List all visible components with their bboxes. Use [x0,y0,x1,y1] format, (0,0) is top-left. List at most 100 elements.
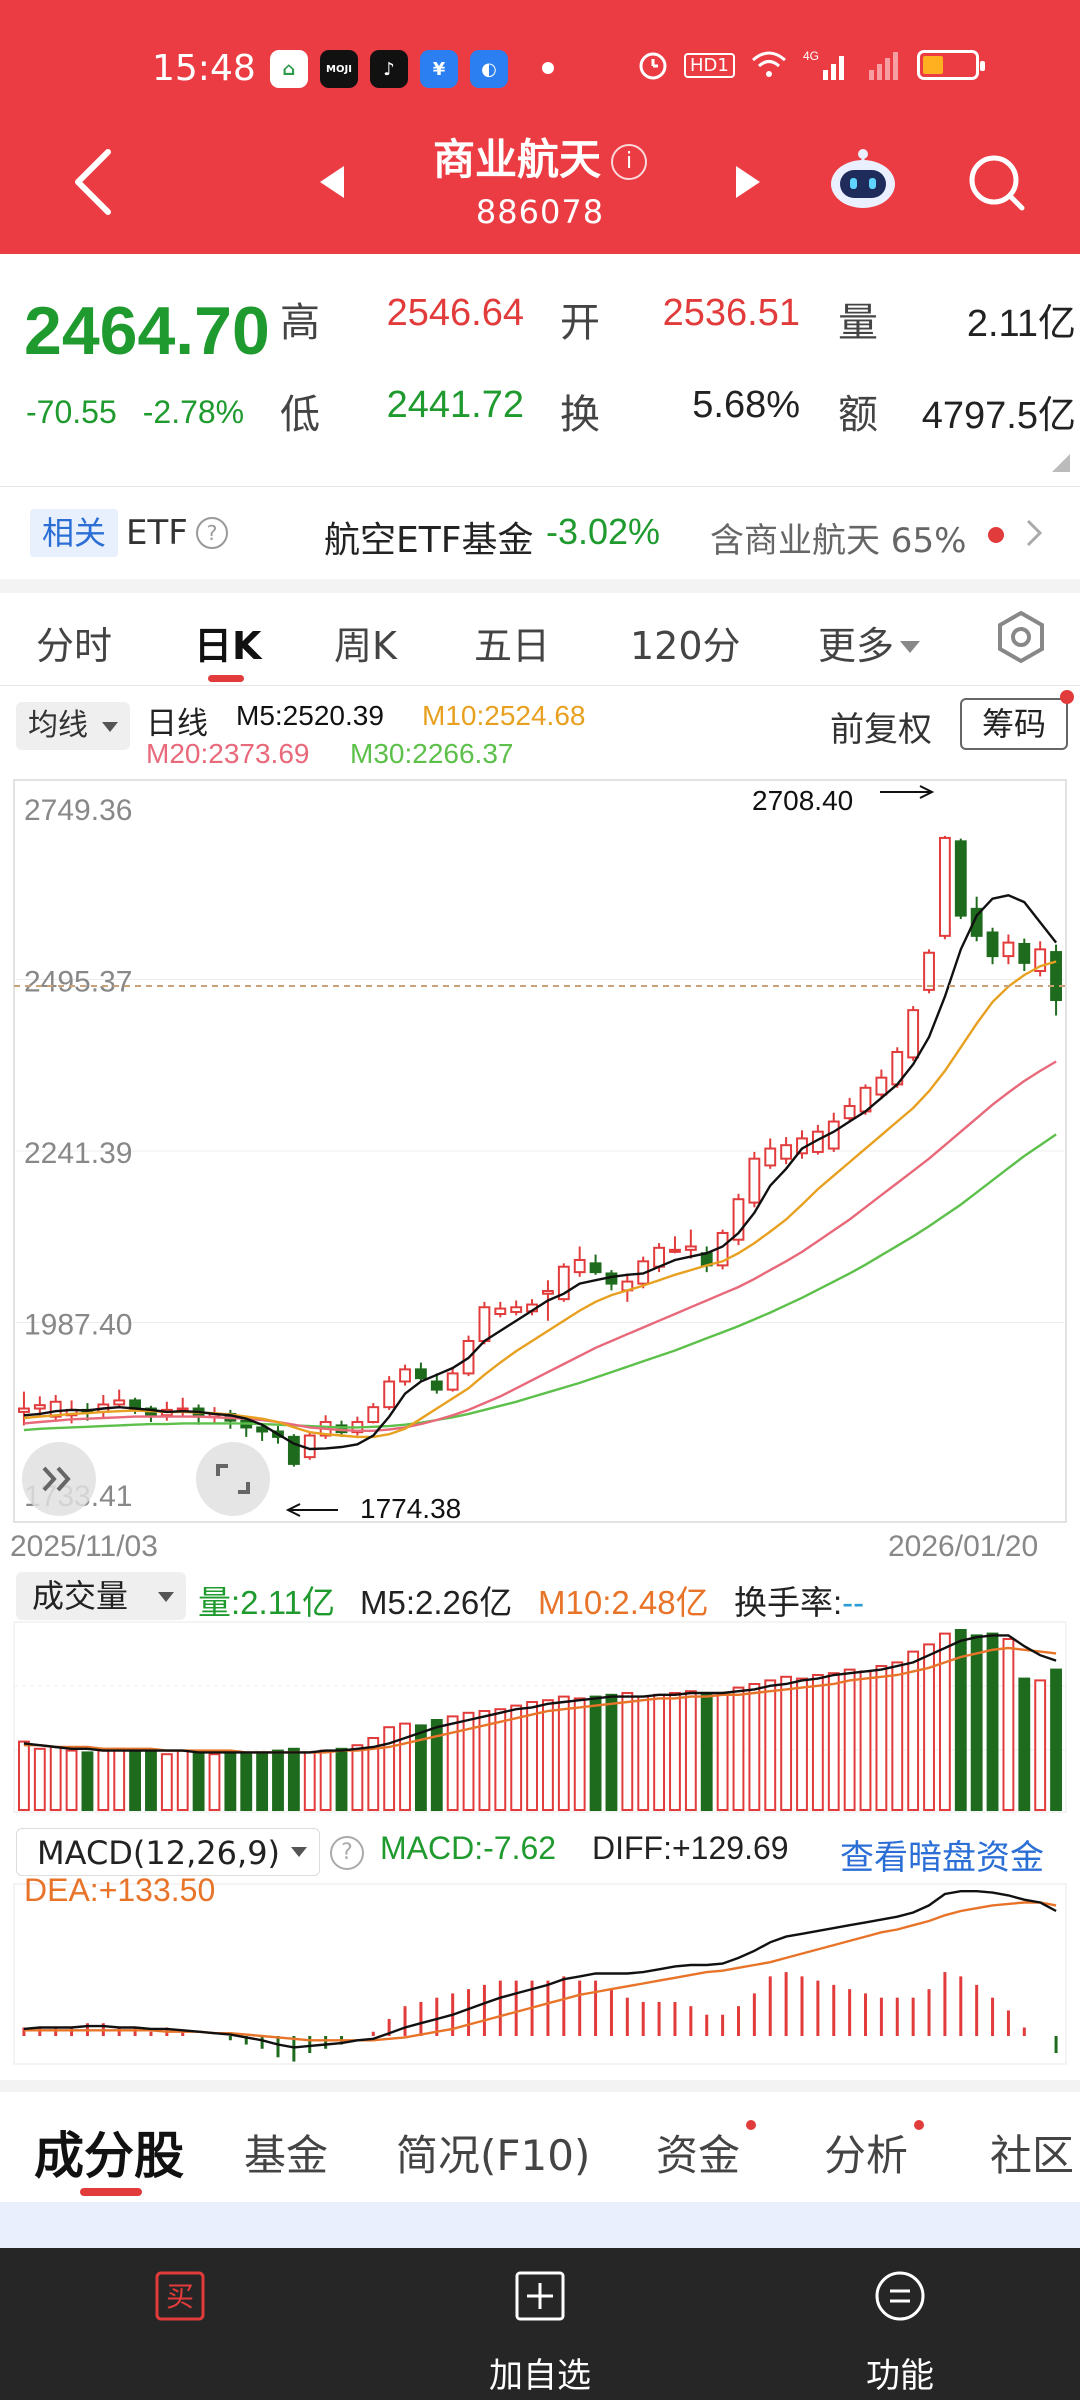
fullscreen-button[interactable] [196,1442,270,1516]
add-square-icon [515,2271,565,2321]
candle-body [684,1245,697,1251]
ma10-value: M10:2524.68 [422,700,586,731]
volume-bar [510,1704,523,1811]
add-watchlist-button[interactable]: 加自选 [420,2248,660,2400]
volume-bar [700,1693,713,1812]
tab-five-day[interactable]: 五日 [474,624,551,668]
volume-bar [637,1695,650,1811]
volume-bar [542,1699,554,1811]
tab-community[interactable]: 社区 [990,2131,1075,2180]
tab-f10-profile[interactable]: 简况(F10) [396,2131,591,2180]
quote-panel: 2464.70 -70.55 -2.78% 高 2546.64 开 2536.51… [0,254,1080,486]
back-arrow-icon[interactable] [68,146,122,218]
etf-label: ETF [126,513,188,553]
tab-constituents[interactable]: 成分股 [34,2127,184,2185]
volume-indicator-selector[interactable]: 成交量 [16,1572,186,1620]
etf-name: 航空ETF基金 [324,520,534,561]
last-price: 2464.70 [24,293,270,369]
volume-value: 2.11亿 [966,303,1076,345]
high-label: 高 [280,300,320,346]
prev-stock-icon[interactable] [318,164,346,200]
etf-contains: 含商业航天 65% [710,521,967,561]
volume-bar [351,1744,364,1811]
tab-analysis[interactable]: 分析 [824,2131,909,2180]
turnover-rate: 换手率:-- [734,1576,864,1624]
candle-body [923,951,935,991]
detail-tabs: 成分股 基金 简况(F10) 资金 分析 社区 [0,2092,1080,2202]
date-end: 2026/01/20 [888,1530,1039,1563]
scroll-to-latest-button[interactable] [22,1442,96,1516]
dark-pool-funds-link[interactable]: 查看暗盘资金 [840,1838,1044,1878]
macd-help-icon[interactable]: ? [330,1836,364,1870]
turnover-rate-value: -- [842,1584,865,1621]
tab-weekly-k[interactable]: 周K [334,624,397,668]
ma-line-type: 日线 [146,706,208,741]
y-tick-label: 1987.40 [24,1308,132,1341]
volume-bar [573,1697,586,1812]
volume-bar [923,1643,935,1812]
section-gap [0,579,1080,593]
ai-robot-icon[interactable] [826,148,900,212]
buy-button[interactable]: 买 [60,2248,300,2400]
next-stock-icon[interactable] [734,164,762,200]
volume-bar [732,1686,745,1811]
candle-body [18,1407,30,1413]
volume-bar [335,1747,348,1812]
functions-button[interactable]: 功能 [780,2248,1020,2400]
macd-indicator-selector[interactable]: MACD(12,26,9) [16,1828,320,1876]
etf-help-icon[interactable]: ? [196,517,228,549]
volume-value: 量:2.11亿 [198,1584,335,1621]
tab-120min[interactable]: 120分 [630,624,741,668]
volume-bar [240,1753,253,1811]
stock-code: 886078 [475,193,605,231]
volume-bar [160,1753,173,1811]
expand-quote-icon[interactable] [1052,454,1070,472]
tab-daily-k[interactable]: 日K [194,624,262,668]
ma30-line [23,1133,1057,1432]
volume-bar [764,1679,777,1812]
ma-selector[interactable]: 均线 [16,702,130,750]
etf-change: -3.02% [546,511,661,552]
candle-body [954,840,967,917]
volume-m5-line [23,1634,1057,1754]
search-icon[interactable] [964,150,1028,214]
active-tab-underline [208,675,244,682]
next-section-peek [0,2202,1080,2248]
home-app-icon: ⌂ [270,50,308,88]
ma5-value: M5:2520.39 [236,700,384,731]
candle-body [653,1246,666,1268]
active-tab-underline [80,2188,142,2196]
tab-funds[interactable]: 基金 [244,2131,329,2180]
candle-body [287,1435,300,1465]
volume-bar [938,1632,951,1811]
tab-capital[interactable]: 资金 [656,2131,741,2180]
tab-more[interactable]: 更多 [818,615,921,670]
price-change-pct: -2.78% [142,394,245,430]
tiktok-icon: ♪ [370,50,408,88]
tab-intraday[interactable]: 分时 [36,624,113,668]
finance-app-icon: ¥ [420,50,458,88]
macd-value: MACD:-7.62 [380,1830,557,1866]
chevron-right-icon[interactable] [1024,517,1044,549]
chip-distribution-button[interactable]: 筹码 [960,698,1068,750]
volume-m5: M5:2.26亿 [360,1584,513,1621]
analysis-red-dot [914,2120,924,2130]
info-icon[interactable]: i [611,144,647,180]
adjust-mode[interactable]: 前复权 [830,710,932,750]
capital-red-dot [746,2120,756,2130]
candle-body [1034,948,1047,972]
related-etf-row[interactable]: 相关 ETF ? 航空ETF基金 -3.02% 含商业航天 65% [0,487,1080,579]
candle-body [446,1372,459,1391]
network-type-text: 4G [803,49,819,63]
candle-body [589,1262,602,1274]
hd-icon: HD1 [684,52,735,78]
volume-bar [462,1711,475,1812]
volume-bar [827,1672,840,1811]
settings-hex-icon[interactable] [996,610,1046,664]
ma30-value: M30:2266.37 [350,738,514,769]
volume-bar [208,1753,221,1811]
volume-bar [18,1740,30,1811]
volume-bar [97,1749,110,1811]
volume-bar [716,1692,729,1811]
